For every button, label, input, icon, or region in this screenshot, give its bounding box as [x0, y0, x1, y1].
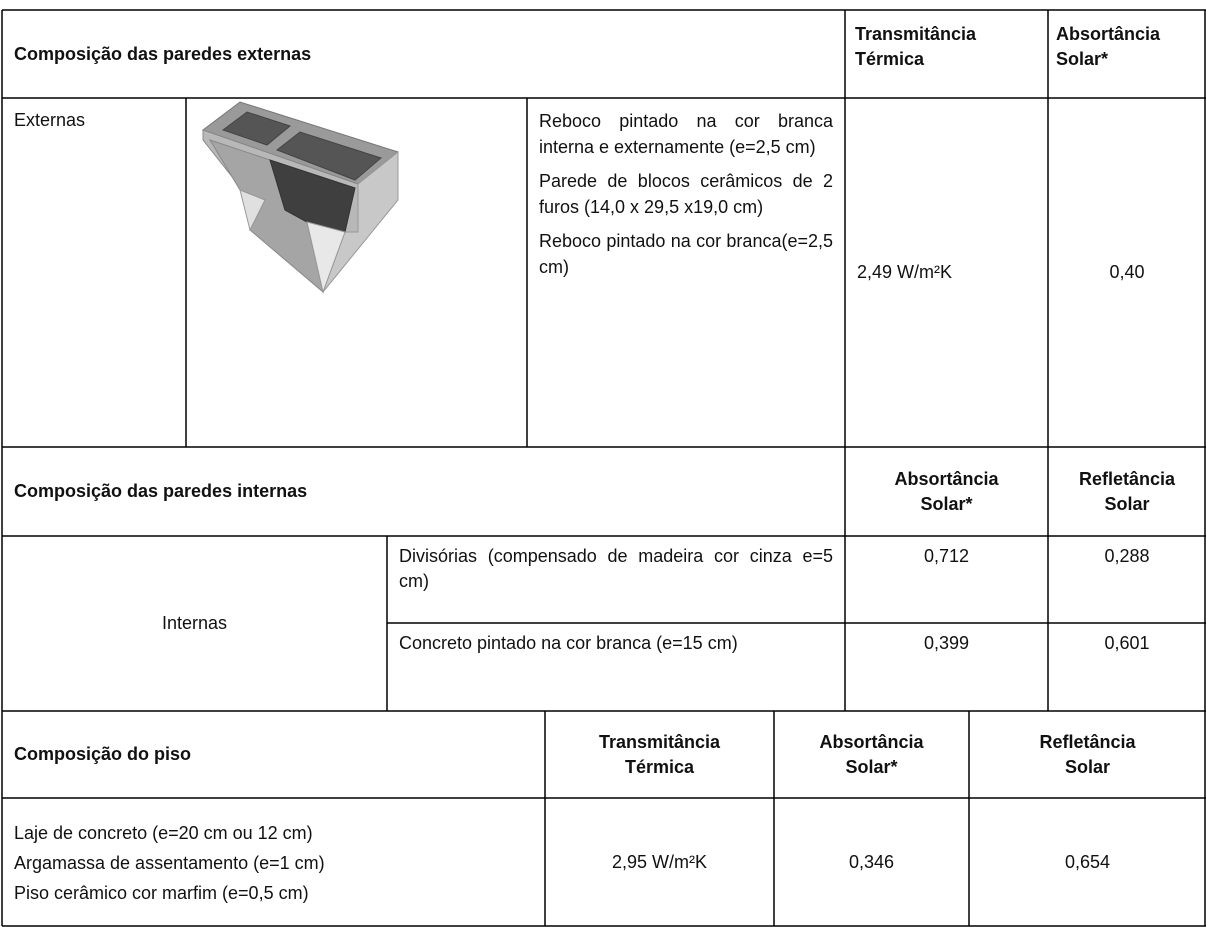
- value: 2,95 W/m²K: [611, 851, 708, 872]
- layer: Piso cerâmico cor marfim (e=0,5 cm): [14, 883, 309, 903]
- block-icon: [201, 101, 400, 294]
- section-title: Composição das paredes externas: [14, 43, 312, 64]
- section-title: Composição do piso: [14, 744, 192, 764]
- section-title: Composição das paredes internas: [14, 481, 308, 501]
- value: 0,399: [923, 633, 970, 653]
- layer: Reboco pintado na cor branca interna e e…: [539, 111, 833, 157]
- layer: Argamassa de assentamento (e=1 cm): [14, 853, 325, 873]
- column-header: Absortância Solar*: [819, 731, 924, 777]
- column-header: Transmitância Térmica: [598, 731, 721, 777]
- column-header: Absortância Solar*: [1056, 24, 1161, 69]
- row-label: Externas: [14, 110, 86, 130]
- layer: Parede de blocos cerâmicos de 2 furos (1…: [539, 171, 833, 217]
- layers-cell: Laje de concreto (e=20 cm ou 12 cm) Arga…: [2, 798, 545, 926]
- value: 2,49 W/m²K: [857, 262, 953, 282]
- value: 0,346: [848, 851, 895, 872]
- column-header: Transmitância Térmica: [855, 24, 977, 69]
- value: 0,40: [1109, 262, 1145, 282]
- description: Concreto pintado na cor branca (e=15 cm): [399, 633, 738, 653]
- value: 0,654: [1064, 851, 1111, 872]
- column-header: Refletância Solar: [1039, 731, 1136, 777]
- column-header: Refletância Solar: [1078, 468, 1176, 514]
- value: 0,288: [1104, 546, 1150, 566]
- layer: Laje de concreto (e=20 cm ou 12 cm): [14, 823, 313, 843]
- value: 0,601: [1104, 633, 1150, 653]
- layers-cell: Reboco pintado na cor branca interna e e…: [527, 98, 845, 447]
- description: Divisórias (compensado de madeira cor ci…: [399, 546, 833, 591]
- row-label: Internas: [161, 613, 228, 633]
- column-header: Absortância Solar*: [894, 468, 999, 514]
- value: 0,712: [923, 546, 970, 566]
- layer: Reboco pintado na cor branca(e=2,5 cm): [539, 231, 833, 277]
